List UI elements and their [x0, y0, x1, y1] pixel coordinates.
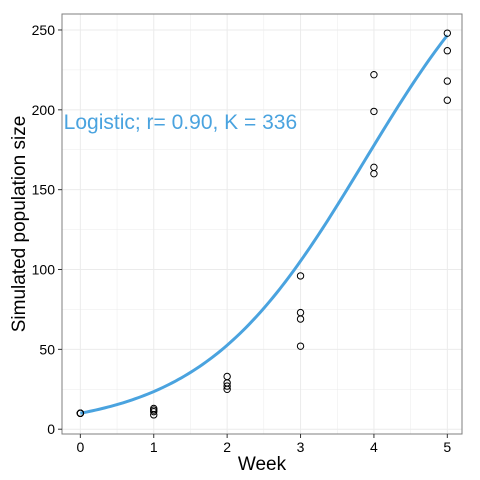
data-point	[150, 404, 158, 413]
data-points	[76, 29, 452, 419]
data-point	[443, 96, 452, 104]
x-axis-title: Week	[238, 454, 287, 475]
grid	[62, 14, 462, 434]
y-axis-title: Simulated population size	[9, 116, 30, 333]
x-tick-label: 1	[150, 439, 158, 455]
y-tick-label: 0	[47, 421, 55, 437]
data-point	[76, 409, 85, 417]
y-tick-label: 100	[32, 262, 56, 278]
data-point	[223, 372, 231, 381]
data-point	[370, 163, 378, 172]
y-tick-label: 200	[32, 102, 56, 118]
x-tick-label: 4	[370, 439, 378, 455]
data-point	[370, 107, 378, 116]
y-tick-label: 250	[32, 22, 56, 38]
x-tick-label: 2	[223, 439, 231, 455]
data-point	[443, 77, 452, 85]
fit-annotation: Logistic; r= 0.90, K = 336	[64, 111, 297, 134]
x-tick-label: 3	[297, 439, 305, 455]
data-point	[296, 272, 305, 280]
data-point	[223, 382, 231, 390]
x-tick-label: 5	[443, 439, 451, 455]
x-tick-label: 0	[76, 439, 84, 455]
y-tick-label: 50	[39, 341, 55, 357]
data-point	[443, 29, 452, 37]
logistic-fit-line	[80, 34, 449, 415]
data-point	[296, 342, 305, 350]
data-point	[296, 308, 305, 317]
y-tick-label: 150	[32, 182, 56, 198]
plot-panel	[61, 13, 463, 435]
data-point	[443, 47, 452, 55]
data-point	[370, 70, 378, 79]
